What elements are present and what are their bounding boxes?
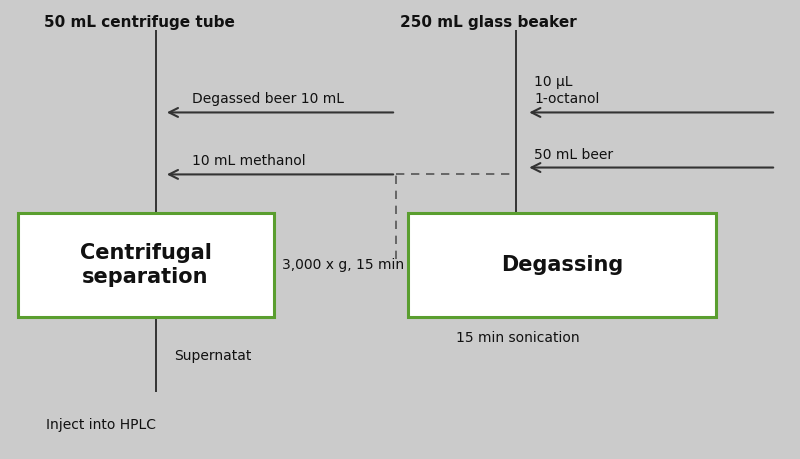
Text: Degassing: Degassing <box>501 255 623 275</box>
Text: Supernatat: Supernatat <box>174 349 252 363</box>
Text: 10 μL
1-octanol: 10 μL 1-octanol <box>534 75 600 106</box>
Text: 10 mL methanol: 10 mL methanol <box>192 154 306 168</box>
Text: 50 mL beer: 50 mL beer <box>534 147 614 162</box>
Bar <box>408 213 716 317</box>
Bar <box>18 213 274 317</box>
Text: Centrifugal
separation: Centrifugal separation <box>80 243 211 287</box>
Text: 50 mL centrifuge tube: 50 mL centrifuge tube <box>44 15 235 30</box>
Text: 3,000 x g, 15 min: 3,000 x g, 15 min <box>282 258 404 272</box>
Text: 250 mL glass beaker: 250 mL glass beaker <box>400 15 577 30</box>
Text: 15 min sonication: 15 min sonication <box>456 331 580 346</box>
Text: Degassed beer 10 mL: Degassed beer 10 mL <box>192 92 344 106</box>
Text: Inject into HPLC: Inject into HPLC <box>46 418 157 431</box>
